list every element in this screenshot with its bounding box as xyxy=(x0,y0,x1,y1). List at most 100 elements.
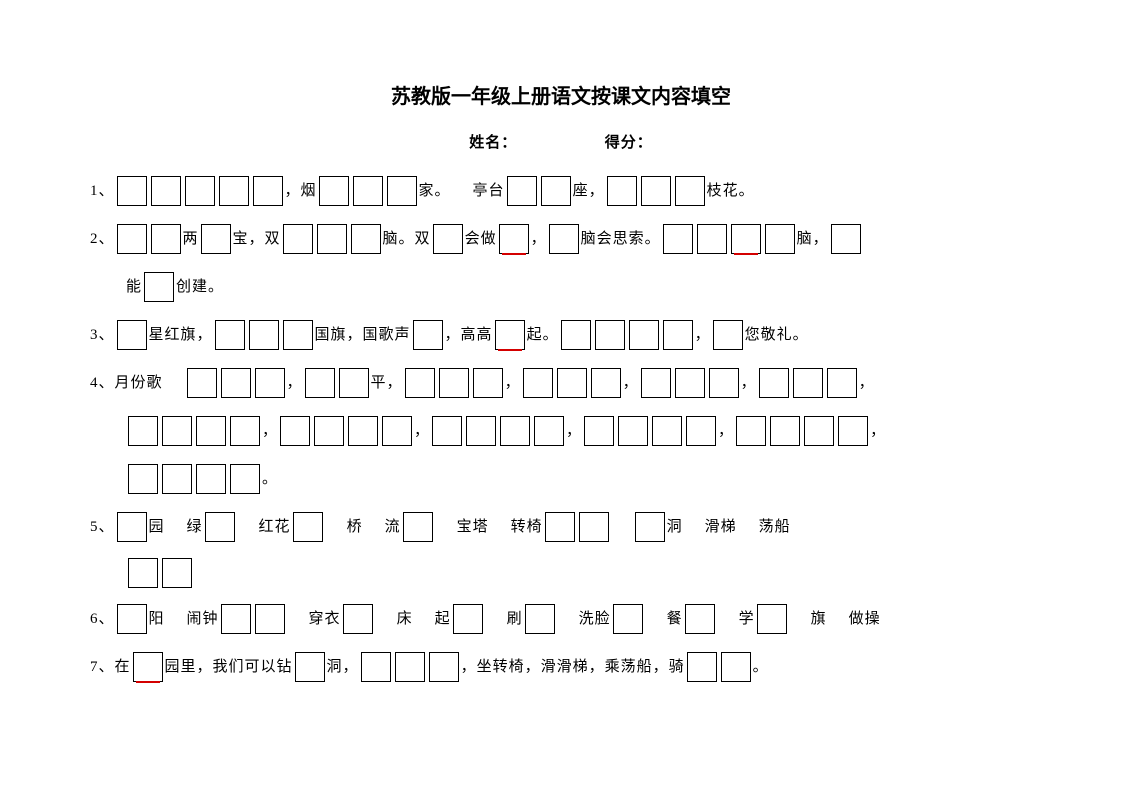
blank-box[interactable] xyxy=(495,320,525,350)
blank-box[interactable] xyxy=(128,416,158,446)
blank-box[interactable] xyxy=(466,416,496,446)
blank-box[interactable] xyxy=(561,320,591,350)
blank-box[interactable] xyxy=(635,512,665,542)
blank-box[interactable] xyxy=(314,416,344,446)
blank-box[interactable] xyxy=(641,368,671,398)
blank-box[interactable] xyxy=(219,176,249,206)
blank-box[interactable] xyxy=(221,368,251,398)
blank-box[interactable] xyxy=(151,176,181,206)
blank-box[interactable] xyxy=(151,224,181,254)
blank-box[interactable] xyxy=(500,416,530,446)
blank-box[interactable] xyxy=(387,176,417,206)
blank-box[interactable] xyxy=(348,416,378,446)
blank-box[interactable] xyxy=(133,652,163,682)
blank-box[interactable] xyxy=(721,652,751,682)
blank-box[interactable] xyxy=(117,224,147,254)
blank-box[interactable] xyxy=(584,416,614,446)
blank-box[interactable] xyxy=(405,368,435,398)
blank-box[interactable] xyxy=(319,176,349,206)
blank-box[interactable] xyxy=(395,652,425,682)
blank-box[interactable] xyxy=(838,416,868,446)
blank-box[interactable] xyxy=(339,368,369,398)
blank-box[interactable] xyxy=(293,512,323,542)
blank-box[interactable] xyxy=(432,416,462,446)
blank-box[interactable] xyxy=(353,176,383,206)
blank-box[interactable] xyxy=(629,320,659,350)
blank-box[interactable] xyxy=(429,652,459,682)
blank-box[interactable] xyxy=(162,558,192,588)
blank-box[interactable] xyxy=(652,416,682,446)
blank-box[interactable] xyxy=(579,512,609,542)
blank-box[interactable] xyxy=(473,368,503,398)
blank-box[interactable] xyxy=(591,368,621,398)
blank-box[interactable] xyxy=(343,604,373,634)
blank-box[interactable] xyxy=(253,176,283,206)
blank-box[interactable] xyxy=(541,176,571,206)
blank-box[interactable] xyxy=(595,320,625,350)
blank-box[interactable] xyxy=(507,176,537,206)
blank-box[interactable] xyxy=(685,604,715,634)
blank-box[interactable] xyxy=(205,512,235,542)
blank-box[interactable] xyxy=(736,416,766,446)
blank-box[interactable] xyxy=(280,416,310,446)
blank-box[interactable] xyxy=(230,464,260,494)
blank-box[interactable] xyxy=(545,512,575,542)
blank-box[interactable] xyxy=(117,320,147,350)
blank-box[interactable] xyxy=(283,320,313,350)
blank-box[interactable] xyxy=(305,368,335,398)
blank-box[interactable] xyxy=(433,224,463,254)
blank-box[interactable] xyxy=(162,464,192,494)
blank-box[interactable] xyxy=(534,416,564,446)
blank-box[interactable] xyxy=(295,652,325,682)
blank-box[interactable] xyxy=(804,416,834,446)
blank-box[interactable] xyxy=(382,416,412,446)
blank-box[interactable] xyxy=(525,604,555,634)
blank-box[interactable] xyxy=(697,224,727,254)
blank-box[interactable] xyxy=(793,368,823,398)
blank-box[interactable] xyxy=(317,224,347,254)
blank-box[interactable] xyxy=(117,604,147,634)
blank-box[interactable] xyxy=(128,558,158,588)
blank-box[interactable] xyxy=(117,176,147,206)
blank-box[interactable] xyxy=(144,272,174,302)
blank-box[interactable] xyxy=(439,368,469,398)
blank-box[interactable] xyxy=(757,604,787,634)
blank-box[interactable] xyxy=(827,368,857,398)
blank-box[interactable] xyxy=(230,416,260,446)
blank-box[interactable] xyxy=(831,224,861,254)
blank-box[interactable] xyxy=(687,652,717,682)
blank-box[interactable] xyxy=(641,176,671,206)
blank-box[interactable] xyxy=(117,512,147,542)
blank-box[interactable] xyxy=(675,176,705,206)
blank-box[interactable] xyxy=(499,224,529,254)
blank-box[interactable] xyxy=(361,652,391,682)
blank-box[interactable] xyxy=(255,368,285,398)
blank-box[interactable] xyxy=(403,512,433,542)
blank-box[interactable] xyxy=(663,224,693,254)
blank-box[interactable] xyxy=(249,320,279,350)
blank-box[interactable] xyxy=(255,604,285,634)
blank-box[interactable] xyxy=(675,368,705,398)
blank-box[interactable] xyxy=(185,176,215,206)
blank-box[interactable] xyxy=(663,320,693,350)
blank-box[interactable] xyxy=(128,464,158,494)
blank-box[interactable] xyxy=(453,604,483,634)
blank-box[interactable] xyxy=(283,224,313,254)
blank-box[interactable] xyxy=(770,416,800,446)
blank-box[interactable] xyxy=(607,176,637,206)
blank-box[interactable] xyxy=(713,320,743,350)
blank-box[interactable] xyxy=(549,224,579,254)
blank-box[interactable] xyxy=(731,224,761,254)
blank-box[interactable] xyxy=(162,416,192,446)
blank-box[interactable] xyxy=(351,224,381,254)
blank-box[interactable] xyxy=(686,416,716,446)
blank-box[interactable] xyxy=(618,416,648,446)
blank-box[interactable] xyxy=(765,224,795,254)
blank-box[interactable] xyxy=(759,368,789,398)
blank-box[interactable] xyxy=(613,604,643,634)
blank-box[interactable] xyxy=(709,368,739,398)
blank-box[interactable] xyxy=(221,604,251,634)
blank-box[interactable] xyxy=(523,368,553,398)
blank-box[interactable] xyxy=(201,224,231,254)
blank-box[interactable] xyxy=(196,464,226,494)
